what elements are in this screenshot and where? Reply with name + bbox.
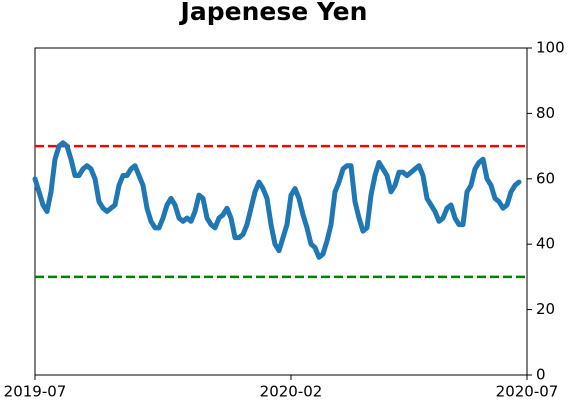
y-tick-label: 60 [536,169,555,187]
y-tick-label: 40 [536,235,555,253]
plot-frame [34,47,528,376]
chart-title: Japenese Yen [179,0,368,26]
x-tick-label: 2020-02 [260,383,323,401]
y-tick-label: 20 [536,300,555,318]
x-tick-label: 2020-07 [496,383,559,401]
y-tick-label: 80 [536,104,555,122]
y-tick-label: 100 [536,39,565,57]
y-tick-label: 0 [536,366,546,384]
data-line [32,140,522,260]
x-tick-label: 2019-07 [4,383,67,401]
